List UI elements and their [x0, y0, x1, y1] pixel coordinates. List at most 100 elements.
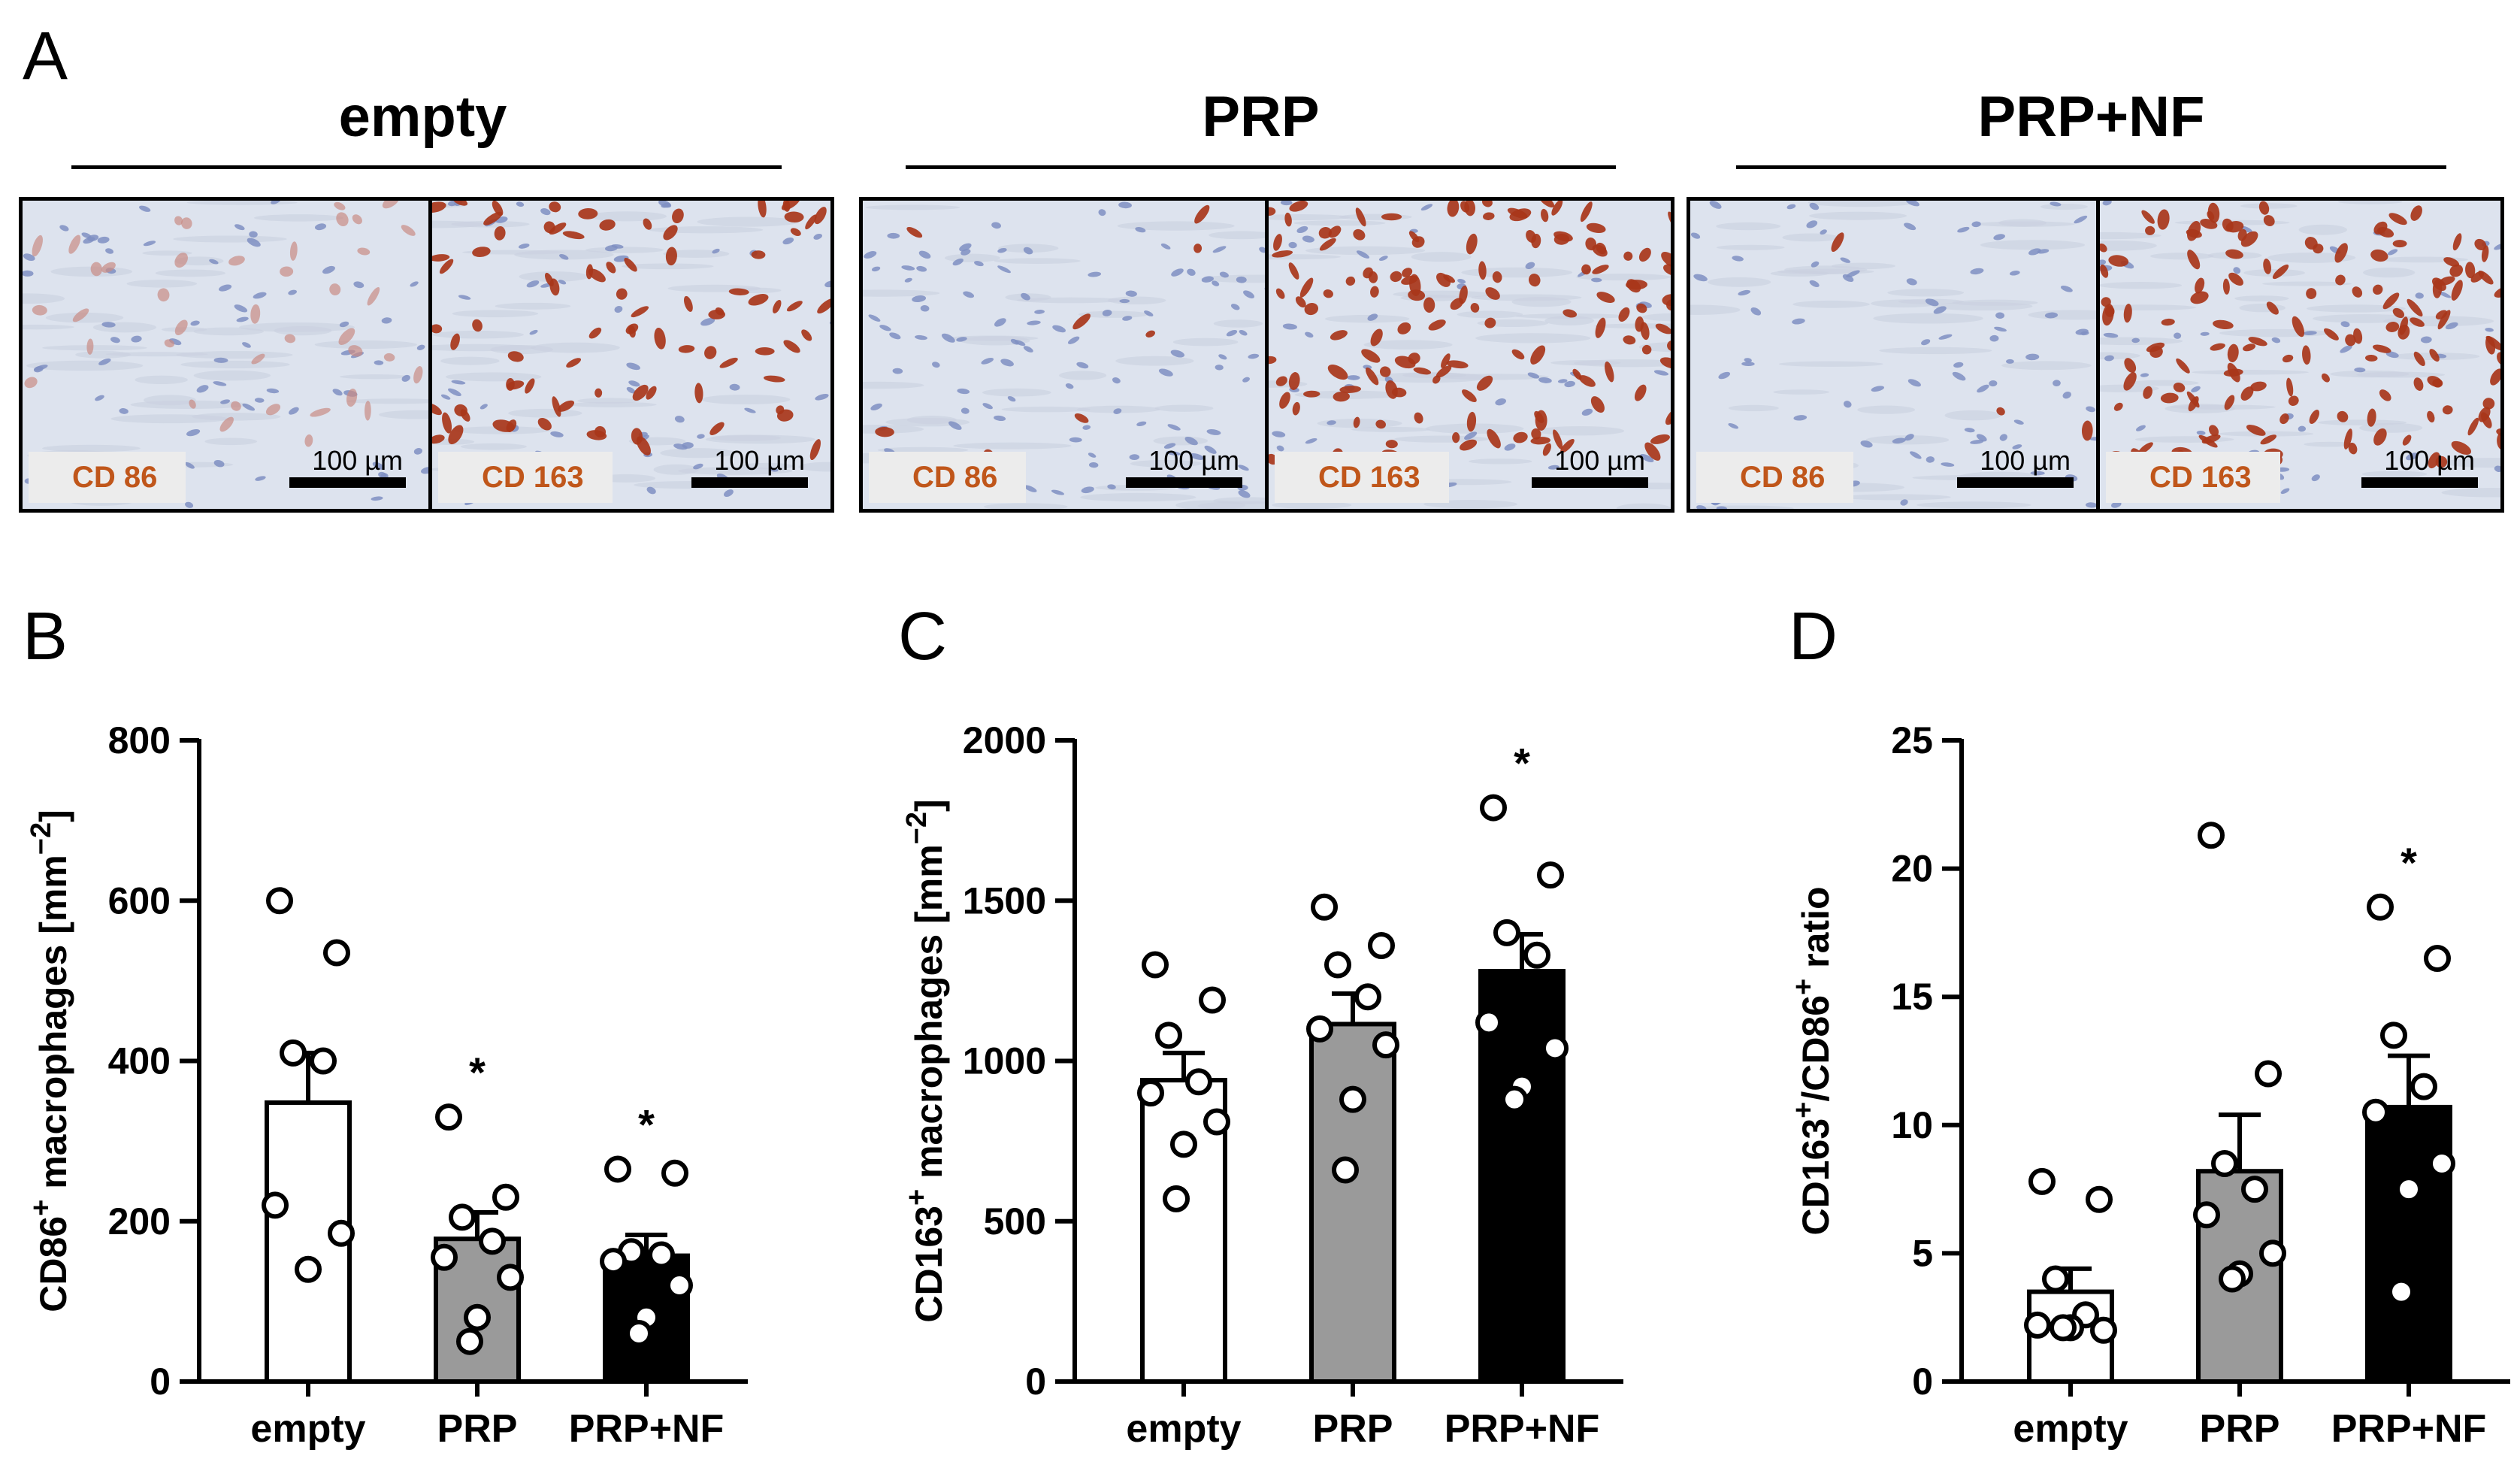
group-underline-prp	[906, 165, 1616, 169]
tissue-fiber	[460, 443, 527, 450]
cell-nucleus	[1302, 235, 1314, 243]
stained-macrophage	[1428, 319, 1446, 331]
stained-macrophage	[164, 339, 174, 348]
micrograph-prp: CD 86 100 µm CD 163 100 µm	[859, 197, 1674, 513]
stained-macrophage	[382, 201, 400, 209]
stained-macrophage	[2449, 264, 2464, 277]
stained-macrophage	[1414, 412, 1423, 424]
cell-nucleus	[1280, 201, 1293, 206]
cell-nucleus	[614, 305, 623, 313]
cell-nucleus	[119, 408, 129, 414]
stained-macrophage	[2442, 405, 2453, 415]
stained-macrophage	[1459, 285, 1468, 304]
group-title-prp-nf: PRP+NF	[1977, 85, 2205, 149]
stained-macrophage	[1289, 201, 1308, 212]
cell-nucleus	[1239, 329, 1248, 336]
cell-nucleus	[247, 238, 261, 247]
tissue-fiber	[863, 289, 940, 297]
cell-nucleus	[1941, 462, 1955, 467]
cell-nucleus	[1021, 292, 1030, 301]
stained-macrophage	[2146, 342, 2165, 353]
stained-macrophage	[2481, 412, 2492, 428]
cell-nucleus	[2298, 425, 2307, 432]
stained-macrophage	[432, 324, 443, 334]
stained-macrophage	[1436, 272, 1451, 287]
data-point	[280, 1039, 307, 1067]
stained-macrophage	[2474, 238, 2487, 251]
stained-macrophage	[2429, 349, 2440, 362]
significance-marker: *	[2401, 839, 2417, 886]
stained-macrophage	[1530, 345, 1546, 365]
cell-nucleus	[1938, 334, 1953, 340]
data-point	[2259, 1239, 2286, 1267]
cell-nucleus	[1457, 279, 1466, 284]
tissue-fiber	[1457, 310, 1523, 319]
cell-nucleus	[23, 253, 35, 262]
micrograph-tile-empty-cd86: CD 86 100 µm	[23, 201, 428, 509]
cell-nucleus	[920, 304, 930, 312]
stained-macrophage	[1193, 244, 1203, 253]
stained-macrophage	[383, 353, 395, 362]
stained-macrophage	[2345, 334, 2356, 347]
cell-nucleus	[981, 357, 994, 365]
cell-nucleus	[2415, 292, 2424, 299]
cell-nucleus	[2062, 391, 2071, 399]
stained-macrophage	[776, 405, 785, 415]
cell-nucleus	[97, 236, 110, 244]
cell-nucleus	[2074, 215, 2088, 224]
cell-nucleus	[2340, 345, 2352, 353]
cell-nucleus	[1989, 334, 1999, 342]
tissue-fiber	[700, 394, 791, 405]
stained-macrophage	[1145, 330, 1155, 337]
x-tick-label: empty	[250, 1407, 365, 1451]
stained-macrophage	[566, 358, 582, 368]
tissue-fiber	[1879, 347, 1992, 355]
stained-macrophage	[1655, 323, 1671, 334]
cell-nucleus	[213, 357, 228, 363]
stained-macrophage	[782, 201, 791, 212]
tissue-fiber	[1576, 274, 1671, 281]
stained-macrophage	[545, 272, 554, 287]
stained-macrophage	[1623, 335, 1636, 345]
cell-nucleus	[381, 317, 392, 324]
stained-macrophage	[2373, 221, 2388, 235]
cell-nucleus	[410, 281, 419, 287]
tissue-fiber	[1857, 405, 1916, 414]
stained-macrophage	[1667, 340, 1671, 352]
stained-macrophage	[2292, 316, 2305, 337]
cell-nucleus	[982, 403, 993, 410]
stained-macrophage	[336, 212, 349, 227]
stained-macrophage	[2428, 452, 2440, 469]
y-label-superscript: +	[1788, 979, 1820, 995]
cell-nucleus	[371, 496, 383, 501]
tissue-fiber	[2359, 422, 2423, 433]
stained-macrophage	[790, 228, 801, 236]
y-axis-label: CD86+ macrophages [mm−2]	[26, 810, 74, 1312]
cell-nucleus	[912, 295, 927, 303]
cell-nucleus	[1170, 350, 1185, 358]
stained-macrophage	[1361, 349, 1381, 363]
stained-macrophage	[1413, 367, 1432, 375]
cell-nucleus	[1806, 220, 1818, 229]
y-tick-label: 200	[108, 1200, 171, 1242]
data-point	[2086, 1185, 2113, 1213]
cell-nucleus	[994, 415, 1006, 421]
cell-nucleus	[101, 322, 116, 328]
cell-nucleus	[1158, 368, 1173, 377]
cell-nucleus	[1933, 306, 1947, 314]
stained-macrophage	[1304, 303, 1319, 316]
y-label-part: CD163	[1795, 1118, 1837, 1236]
stained-macrophage	[1323, 289, 1333, 298]
cell-nucleus	[526, 280, 540, 288]
stained-macrophage	[439, 259, 454, 274]
tissue-fiber	[2243, 268, 2305, 277]
stained-macrophage	[1363, 267, 1373, 279]
y-tick-label: 0	[1025, 1360, 1046, 1403]
data-point	[323, 939, 350, 967]
stained-macrophage	[450, 333, 460, 350]
stained-macrophage	[86, 338, 94, 355]
data-point	[1501, 1085, 1528, 1113]
cell-nucleus	[1088, 462, 1099, 468]
cell-nucleus	[34, 365, 48, 371]
cell-nucleus	[186, 429, 201, 437]
